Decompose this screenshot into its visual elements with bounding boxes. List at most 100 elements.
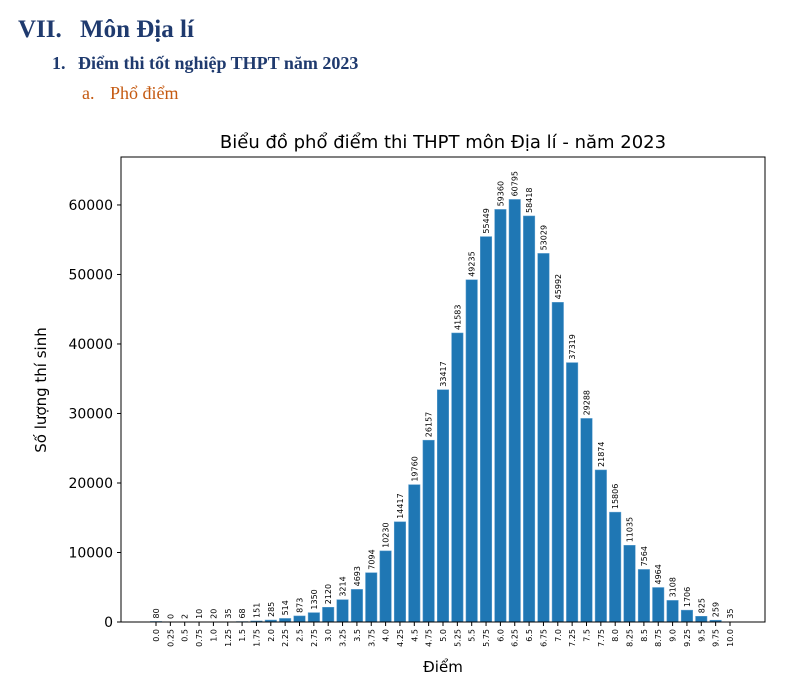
data-label: 20: [209, 609, 218, 619]
bar: [350, 589, 363, 623]
data-label: 285: [267, 602, 276, 617]
bar: [623, 545, 636, 623]
x-tick-label: 0.75: [195, 629, 204, 647]
data-label: 1706: [683, 587, 692, 607]
y-tick-label: 30000: [68, 406, 113, 422]
x-tick-label: 0.25: [166, 629, 175, 647]
x-tick-label: 4.0: [382, 629, 391, 642]
bar: [307, 612, 320, 623]
section-number: VII.: [18, 16, 62, 43]
data-label: 151: [252, 603, 261, 618]
x-axis-label: Điểm: [423, 658, 463, 676]
data-label: 33417: [439, 361, 448, 386]
data-label: 59360: [496, 181, 505, 206]
bar: [422, 439, 435, 623]
subsection-number: 1.: [52, 53, 66, 73]
x-tick-label: 2.25: [281, 629, 290, 647]
data-label: 68: [238, 608, 247, 618]
y-axis-label: Số lượng thí sinh: [32, 327, 50, 452]
y-tick-label: 20000: [68, 476, 113, 492]
bar: [666, 600, 679, 623]
bar: [437, 389, 449, 623]
data-label: 514: [281, 600, 290, 615]
data-label: 35: [726, 609, 735, 619]
x-tick-label: 9.25: [683, 629, 692, 647]
x-tick-label: 8.0: [611, 629, 620, 642]
bar: [480, 236, 493, 623]
data-label: 825: [697, 598, 706, 613]
bar: [680, 609, 693, 623]
bar: [652, 587, 665, 623]
bar: [695, 616, 708, 623]
data-label: 873: [296, 598, 305, 613]
data-label: 45992: [554, 274, 563, 299]
data-label: 41583: [453, 305, 462, 330]
bar: [322, 607, 335, 623]
bar: [523, 215, 536, 623]
y-tick-label: 40000: [68, 337, 113, 353]
x-tick-label: 6.25: [511, 629, 520, 647]
x-tick-label: 6.0: [496, 629, 505, 642]
section-title: Môn Địa lí: [80, 16, 194, 43]
data-label: 11035: [626, 517, 635, 542]
x-tick-label: 1.5: [238, 629, 247, 642]
x-tick-label: 2.75: [310, 629, 319, 647]
x-tick-label: 2.5: [296, 629, 305, 642]
x-tick-label: 3.25: [339, 629, 348, 647]
x-tick-label: 7.75: [597, 629, 606, 647]
chart-title: Biểu đồ phổ điểm thi THPT môn Địa lí - n…: [220, 132, 666, 153]
data-label: 3108: [669, 577, 678, 597]
x-tick-label: 3.5: [353, 629, 362, 642]
x-tick-label: 4.5: [410, 629, 419, 642]
bar: [465, 279, 478, 623]
y-tick-label: 10000: [68, 545, 113, 561]
data-label: 35: [224, 609, 233, 619]
bar: [408, 484, 421, 623]
x-tick-label: 8.25: [626, 629, 635, 647]
x-tick-label: 6.75: [539, 629, 548, 647]
bar: [451, 332, 464, 623]
data-label: 19760: [410, 456, 419, 481]
x-tick-label: 4.25: [396, 629, 405, 647]
data-label: 0: [166, 614, 175, 619]
x-tick-label: 7.5: [582, 629, 591, 642]
data-label: 1350: [310, 589, 319, 609]
data-label: 2120: [324, 584, 333, 604]
x-tick-label: 2.0: [267, 629, 276, 642]
data-label: 15806: [611, 484, 620, 509]
x-tick-label: 7.0: [554, 629, 563, 642]
data-label: 49235: [468, 251, 477, 276]
bar: [279, 618, 292, 623]
subsubsection-number: a.: [82, 83, 95, 103]
data-label: 26157: [425, 412, 434, 437]
data-label: 259: [712, 602, 721, 617]
section-heading: VII. Môn Địa lí: [18, 16, 194, 44]
data-label: 37319: [568, 334, 577, 359]
data-label: 2: [181, 614, 190, 619]
data-label: 14417: [396, 493, 405, 518]
bar: [609, 511, 622, 623]
x-tick-label: 8.75: [654, 629, 663, 647]
subsubsection-heading: a. Phổ điểm: [82, 83, 179, 104]
bar: [365, 572, 378, 623]
bar: [580, 418, 593, 623]
bar: [508, 199, 521, 623]
x-tick-label: 10.0: [726, 629, 735, 647]
y-tick-label: 60000: [68, 198, 113, 214]
bar: [566, 362, 579, 623]
bar: [393, 521, 406, 623]
y-tick-label: 50000: [68, 267, 113, 283]
data-label: 4693: [353, 566, 362, 586]
x-tick-label: 5.25: [453, 629, 462, 647]
y-tick-label: 0: [104, 615, 113, 631]
x-tick-label: 5.5: [468, 629, 477, 642]
subsection-heading: 1. Điểm thi tốt nghiệp THPT năm 2023: [52, 53, 358, 74]
data-label: 29288: [582, 390, 591, 415]
bar: [494, 209, 507, 623]
bar: [379, 550, 392, 623]
data-label: 3214: [339, 576, 348, 596]
x-tick-label: 5.0: [439, 629, 448, 642]
subsubsection-title: Phổ điểm: [110, 83, 179, 103]
x-tick-label: 1.0: [209, 629, 218, 642]
